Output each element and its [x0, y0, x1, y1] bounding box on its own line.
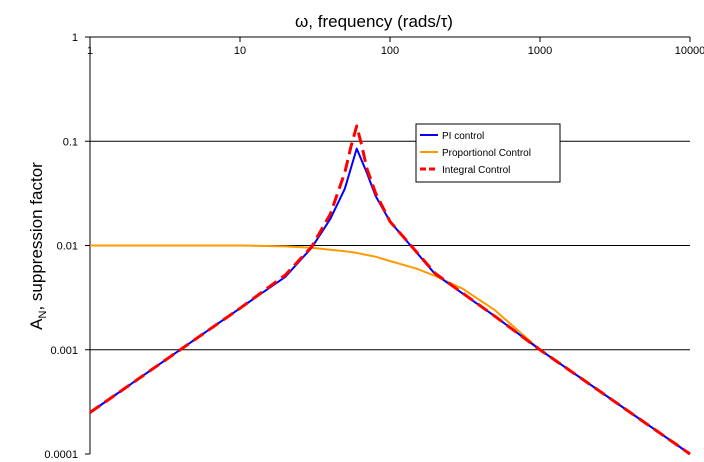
y-axis-title-rest: , suppression factor — [27, 162, 46, 311]
tick-labels: 0.0001 0.001 0.01 0.1 11 10 100 1000 10000 — [44, 32, 704, 461]
x-tick-label: 1000 — [528, 45, 552, 57]
y-axis-title: AN, suppression factor — [27, 162, 49, 330]
y-tick-label: 0.01 — [57, 241, 78, 253]
legend-label: PI control — [442, 131, 484, 142]
y-axis-title-main: A — [27, 318, 46, 330]
x-tick-label: 100 — [381, 45, 399, 57]
series-line-integral-control — [89, 124, 691, 456]
series-line-pi-control — [89, 147, 691, 455]
y-tick-label: 0.001 — [50, 345, 78, 357]
x-tick-label: 1 — [87, 45, 93, 57]
y-tick-label: 0.1 — [63, 136, 78, 148]
legend-label: Proportionol Control — [442, 148, 531, 159]
legend: PI control Proportionol Control Integral C… — [415, 123, 561, 183]
legend-box — [415, 123, 561, 183]
x-tick-label: 10000 — [675, 45, 704, 57]
grid-lines — [90, 36, 690, 351]
x-tick-label: 10 — [234, 45, 246, 57]
y-tick-label: 1 — [72, 32, 78, 44]
y-axis-title-sub: N — [37, 310, 49, 318]
legend-label: Integral Control — [442, 165, 510, 176]
y-tick-label: 0.0001 — [44, 449, 78, 461]
x-axis-title: ω, frequency (rads/τ) — [295, 12, 453, 31]
series-layer — [89, 124, 691, 456]
